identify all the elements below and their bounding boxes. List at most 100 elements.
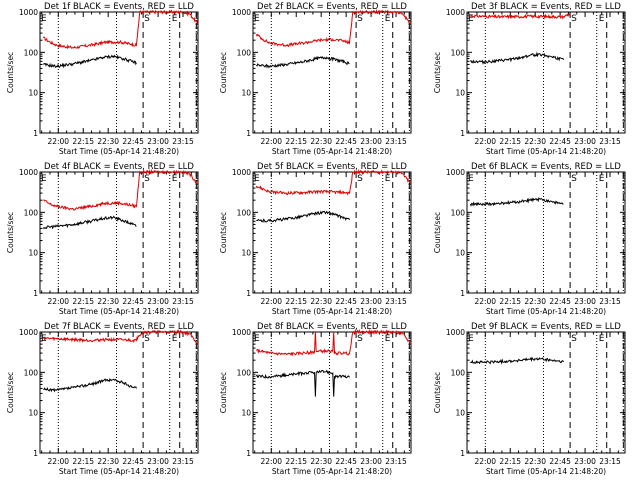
y-tick-label: 1 — [33, 289, 38, 298]
start-marker: S — [357, 174, 363, 184]
left-end-marker: E — [41, 174, 47, 184]
y-tick-label: 1000 — [446, 168, 465, 177]
y-tick-label: 1 — [460, 289, 465, 298]
x-tick-label: 22:45 — [335, 137, 357, 146]
x-tick-label: 23:15 — [599, 297, 621, 306]
y-axis-label: Counts/sec — [6, 372, 15, 413]
end-marker: E — [172, 14, 178, 24]
x-tick-label: 23:15 — [172, 137, 194, 146]
x-tick-label: 23:15 — [385, 457, 407, 466]
x-tick-label: 22:45 — [335, 297, 357, 306]
x-axis-label: Start Time (05-Apr-14 21:48:20) — [59, 467, 179, 476]
x-tick-label: 22:45 — [549, 457, 571, 466]
y-tick-label: 10 — [241, 249, 251, 258]
x-tick-label: 22:45 — [122, 297, 144, 306]
lld-series-line — [255, 8, 412, 48]
plot-frame — [252, 11, 412, 134]
events-series-line — [43, 377, 137, 393]
x-tick-label: 22:30 — [310, 297, 332, 306]
start-marker: S — [357, 14, 363, 24]
x-tick-label: 22:15 — [72, 457, 94, 466]
events-series-line — [256, 210, 350, 223]
x-axis-label: Start Time (05-Apr-14 21:48:20) — [486, 307, 606, 316]
x-tick-label: 22:00 — [47, 457, 69, 466]
x-tick-label: 23:00 — [360, 457, 382, 466]
y-tick-label: 1000 — [446, 8, 465, 17]
x-tick-label: 22:15 — [499, 297, 521, 306]
panel-6: Det 6f BLACK = Events, RED = LLD 1 10 100 10… — [433, 162, 626, 316]
x-tick-label: 23:00 — [360, 297, 382, 306]
x-tick-label: 22:45 — [122, 457, 144, 466]
end-marker: E — [599, 334, 605, 344]
y-tick-label: 1000 — [232, 8, 251, 17]
start-marker: S — [144, 14, 150, 24]
plot-frame — [466, 171, 626, 294]
y-tick-label: 10 — [455, 249, 465, 258]
x-tick-label: 22:00 — [260, 297, 282, 306]
panel-title: Det 1f BLACK = Events, RED = LLD — [44, 2, 194, 12]
x-tick-label: 22:15 — [499, 137, 521, 146]
x-tick-label: 23:15 — [385, 297, 407, 306]
lld-series-line — [255, 328, 412, 357]
plot-frame — [466, 331, 626, 454]
x-tick-label: 22:30 — [97, 297, 119, 306]
start-marker: S — [571, 174, 577, 184]
left-end-marker: E — [468, 174, 474, 184]
plot-frame — [39, 11, 199, 134]
start-marker: S — [144, 334, 150, 344]
lld-series-line — [43, 168, 199, 211]
x-tick-label: 22:45 — [122, 137, 144, 146]
panel-title: Det 5f BLACK = Events, RED = LLD — [257, 162, 407, 172]
x-tick-label: 22:00 — [474, 457, 496, 466]
plot-frame — [252, 331, 412, 454]
panel-title: Det 4f BLACK = Events, RED = LLD — [44, 162, 194, 172]
x-tick-label: 23:00 — [360, 137, 382, 146]
x-tick-label: 23:00 — [574, 137, 596, 146]
panel-title: Det 8f BLACK = Events, RED = LLD — [257, 322, 407, 332]
x-tick-label: 22:30 — [524, 457, 546, 466]
panel-title: Det 9f BLACK = Events, RED = LLD — [471, 322, 621, 332]
lld-series-line — [470, 13, 571, 20]
start-marker: S — [571, 14, 577, 24]
lld-series-line — [255, 168, 412, 196]
panel-1: Det 1f BLACK = Events, RED = LLD 1 10 100 10… — [6, 2, 199, 156]
panel-9: Det 9f BLACK = Events, RED = LLD 1 10 100 10… — [433, 322, 626, 476]
y-axis-label: Counts/sec — [433, 372, 442, 413]
x-axis-label: Start Time (05-Apr-14 21:48:20) — [272, 307, 392, 316]
panel-2: Det 2f BLACK = Events, RED = LLD 1 10 100 10… — [219, 2, 412, 156]
x-tick-label: 22:00 — [260, 457, 282, 466]
x-tick-label: 22:00 — [474, 137, 496, 146]
x-tick-label: 22:30 — [524, 137, 546, 146]
y-tick-label: 100 — [24, 48, 39, 57]
y-tick-label: 100 — [451, 368, 466, 377]
x-tick-label: 23:15 — [172, 297, 194, 306]
x-axis-label: Start Time (05-Apr-14 21:48:20) — [272, 467, 392, 476]
x-tick-label: 22:30 — [310, 457, 332, 466]
start-marker: S — [144, 174, 150, 184]
events-series-line — [255, 55, 350, 69]
y-tick-label: 1000 — [19, 328, 38, 337]
y-tick-label: 1 — [460, 129, 465, 138]
plot-frame — [466, 11, 626, 134]
x-tick-label: 23:00 — [147, 297, 169, 306]
y-tick-label: 10 — [241, 409, 251, 418]
y-tick-label: 1000 — [446, 328, 465, 337]
x-tick-label: 22:15 — [499, 457, 521, 466]
left-end-marker: E — [468, 334, 474, 344]
x-tick-label: 23:15 — [599, 457, 621, 466]
panel-title: Det 3f BLACK = Events, RED = LLD — [471, 2, 621, 12]
events-series-line — [469, 197, 564, 207]
events-series-line — [470, 356, 564, 365]
x-tick-label: 23:00 — [147, 457, 169, 466]
events-series-line — [469, 51, 564, 65]
x-tick-label: 22:15 — [72, 297, 94, 306]
y-axis-label: Counts/sec — [433, 52, 442, 93]
panel-title: Det 7f BLACK = Events, RED = LLD — [44, 322, 194, 332]
end-marker: E — [599, 174, 605, 184]
y-tick-label: 100 — [237, 208, 252, 217]
y-tick-label: 10 — [455, 409, 465, 418]
y-tick-label: 1 — [460, 449, 465, 458]
y-tick-label: 1000 — [19, 168, 38, 177]
panel-8: Det 8f BLACK = Events, RED = LLD 1 10 100 10… — [219, 322, 412, 476]
